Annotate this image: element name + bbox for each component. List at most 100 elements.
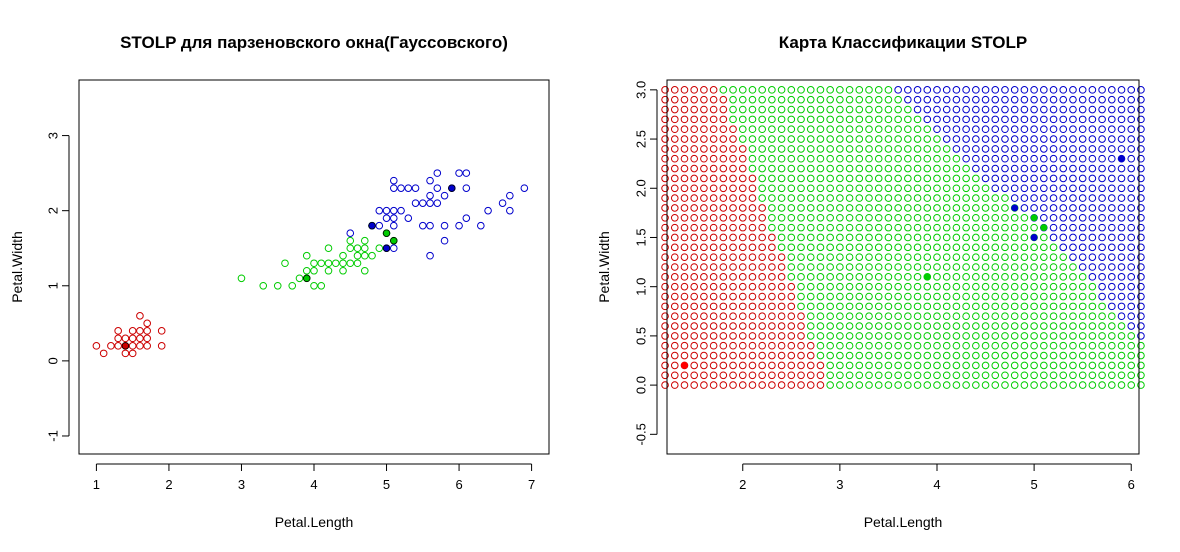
grid-point <box>719 86 728 94</box>
grid-point <box>738 263 747 271</box>
grid-point <box>787 174 796 183</box>
grid-point <box>797 253 805 261</box>
grid-point <box>972 273 980 281</box>
grid-point <box>874 184 883 193</box>
grid-point <box>719 282 728 291</box>
grid-point <box>923 164 932 173</box>
right-plot-frame <box>666 79 1140 455</box>
grid-point <box>826 361 834 370</box>
grid-point <box>981 105 990 114</box>
grid-point <box>991 125 1000 134</box>
data-point <box>317 281 326 290</box>
data-point <box>302 251 311 260</box>
grid-point <box>806 381 815 389</box>
grid-point <box>952 243 961 252</box>
grid-point <box>729 381 737 389</box>
grid-point <box>1010 164 1019 173</box>
grid-point <box>1030 105 1038 114</box>
grid-point <box>758 292 766 301</box>
grid-point <box>1010 115 1019 124</box>
grid-point <box>904 95 912 104</box>
grid-point <box>991 341 1000 350</box>
grid-point <box>816 135 825 143</box>
grid-point <box>700 204 708 212</box>
grid-point <box>1098 312 1106 321</box>
grid-point <box>1078 174 1087 183</box>
grid-point <box>787 253 796 261</box>
grid-point <box>1040 361 1048 370</box>
grid-point <box>1069 174 1077 183</box>
data-point <box>375 206 384 215</box>
grid-point <box>865 174 873 183</box>
grid-point <box>836 332 844 340</box>
grid-point <box>690 292 698 301</box>
data-point <box>237 274 246 283</box>
grid-point <box>981 263 990 271</box>
grid-point <box>690 204 698 212</box>
grid-point <box>787 213 796 222</box>
grid-point <box>758 273 766 281</box>
grid-point <box>806 213 815 222</box>
grid-point <box>1078 194 1087 202</box>
grid-point <box>836 341 844 350</box>
grid-point <box>777 332 786 340</box>
grid-point <box>942 115 951 124</box>
grid-point <box>738 312 747 321</box>
grid-point <box>1127 243 1136 252</box>
grid-point <box>680 273 689 281</box>
grid-point <box>942 145 951 153</box>
grid-point <box>1069 312 1077 321</box>
data-point <box>440 191 449 200</box>
grid-point <box>806 154 815 163</box>
grid-point <box>855 233 864 242</box>
grid-point <box>758 282 766 291</box>
grid-point <box>962 253 970 261</box>
data-point <box>346 229 355 238</box>
grid-point <box>661 223 669 232</box>
grid-point <box>894 322 902 330</box>
grid-point <box>1010 351 1019 360</box>
grid-point <box>884 105 893 114</box>
grid-point <box>1001 135 1009 143</box>
grid-point <box>1020 204 1029 212</box>
grid-point <box>855 341 864 350</box>
grid-point <box>836 253 844 261</box>
grid-point <box>1098 253 1106 261</box>
grid-point <box>768 174 776 183</box>
data-point <box>484 206 492 215</box>
grid-point <box>865 341 873 350</box>
data-point <box>382 206 391 215</box>
grid-point <box>661 332 669 340</box>
grid-point <box>865 361 873 370</box>
grid-point <box>1137 213 1145 222</box>
grid-point <box>768 125 776 134</box>
data-point <box>99 349 108 358</box>
grid-point <box>1117 115 1126 124</box>
grid-point <box>1059 302 1068 311</box>
grid-point <box>845 322 854 330</box>
grid-point <box>913 213 922 222</box>
grid-point <box>729 223 737 232</box>
grid-point <box>1001 263 1009 271</box>
grid-point <box>816 312 825 321</box>
grid-point <box>874 292 883 301</box>
grid-point <box>661 105 669 114</box>
grid-point <box>874 223 883 232</box>
grid-point <box>1098 361 1106 370</box>
left-points <box>92 169 529 358</box>
grid-point <box>1137 243 1145 252</box>
grid-point <box>855 194 864 202</box>
grid-point <box>729 361 737 370</box>
grid-point <box>700 243 708 252</box>
grid-point <box>1117 105 1126 114</box>
grid-point <box>1059 86 1068 94</box>
grid-point <box>1108 302 1116 311</box>
grid-point <box>826 302 834 311</box>
grid-point <box>1098 115 1106 124</box>
grid-point <box>933 381 941 389</box>
grid-point <box>913 145 922 153</box>
grid-point <box>865 312 873 321</box>
grid-point <box>1137 253 1145 261</box>
grid-point <box>923 145 932 153</box>
grid-point <box>1049 213 1058 222</box>
